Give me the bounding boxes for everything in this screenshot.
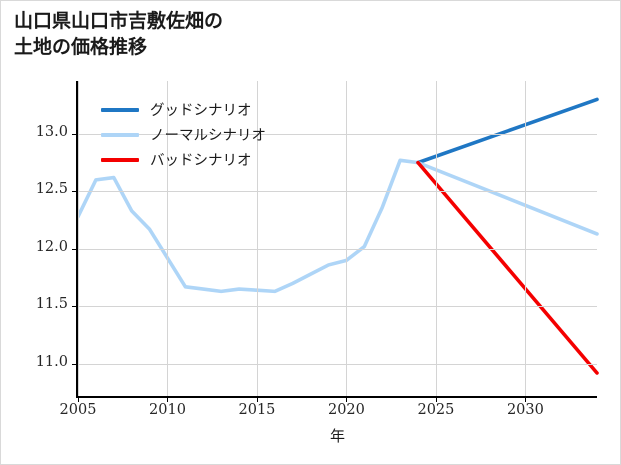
x-tick-label: 2025 [417, 402, 455, 418]
x-tick-label: 2020 [327, 402, 365, 418]
series-line-bad-scenario [416, 160, 599, 375]
y-axis-spine [76, 81, 78, 398]
x-tick-mark [256, 398, 258, 402]
legend-label-normal: ノーマルシナリオ [150, 128, 266, 144]
legend-label-good: グッドシナリオ [150, 103, 252, 119]
y-gridline [78, 248, 597, 250]
x-gridline [435, 81, 437, 396]
legend-swatch-normal [101, 132, 139, 137]
x-tick-label: 2015 [238, 402, 276, 418]
x-gridline [525, 81, 527, 396]
y-tick-label: 11.0 [35, 353, 68, 370]
legend-item-normal: ノーマルシナリオ [101, 122, 266, 147]
y-tick-label: 13.0 [35, 123, 68, 140]
legend-item-good: グッドシナリオ [101, 97, 266, 122]
x-tick-mark [525, 398, 527, 402]
x-tick-mark [346, 398, 348, 402]
legend-label-bad: バッドシナリオ [150, 153, 252, 169]
chart-legend: グッドシナリオ ノーマルシナリオ バッドシナリオ [101, 97, 266, 172]
legend-swatch-good [101, 107, 139, 112]
y-gridline [78, 363, 597, 365]
y-tick-mark [72, 363, 76, 365]
y-tick-mark [72, 248, 76, 250]
x-tick-label: 2005 [59, 402, 97, 418]
x-tick-label: 2010 [149, 402, 186, 418]
y-gridline [78, 306, 597, 308]
y-tick-mark [72, 306, 76, 308]
x-tick-mark [78, 398, 79, 402]
legend-item-bad: バッドシナリオ [101, 147, 266, 172]
x-gridline [256, 81, 258, 396]
x-axis-label: 年 [329, 427, 345, 445]
x-axis-spine [76, 396, 597, 398]
y-tick-mark [72, 133, 76, 135]
series-line-historical [76, 158, 420, 294]
y-tick-label: 12.5 [35, 181, 68, 198]
x-gridline [346, 81, 348, 396]
x-gridline [167, 81, 169, 396]
page-title: 山口県山口市吉敷佐畑の 土地の価格推移 [14, 11, 224, 59]
x-tick-label: 2030 [506, 402, 544, 418]
legend-swatch-bad [101, 157, 139, 162]
x-tick-mark [167, 398, 169, 402]
y-gridline [78, 191, 597, 193]
series-line-good-scenario [416, 97, 599, 165]
series-line-normal-scenario [416, 160, 599, 236]
x-gridline [78, 81, 79, 396]
y-gridline [78, 133, 597, 135]
plot-area [76, 81, 599, 396]
y-tick-label: 11.5 [35, 296, 68, 313]
y-tick-mark [72, 191, 76, 193]
x-tick-mark [435, 398, 437, 402]
y-tick-label: 12.0 [35, 238, 68, 255]
